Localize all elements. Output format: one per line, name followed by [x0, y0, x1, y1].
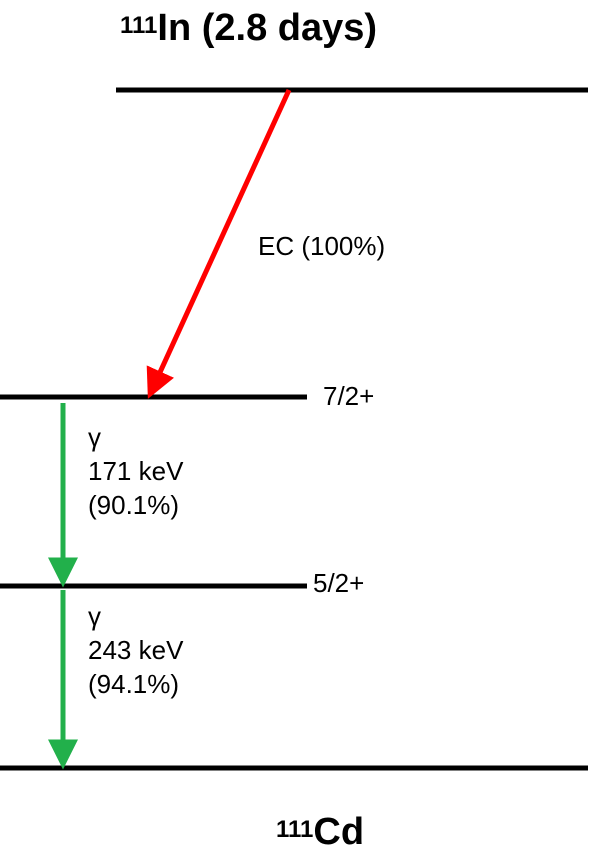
ec-label: EC (100%): [258, 231, 386, 261]
level-spin-7-2: 7/2+: [323, 381, 375, 411]
daughter-symbol: Cd: [313, 811, 365, 853]
ec-decay-arrow: [146, 88, 292, 399]
gamma-label-171: γ 171 keV (90.1%): [88, 420, 183, 522]
gamma-symbol: γ: [88, 601, 101, 631]
parent-symbol: In: [157, 7, 192, 49]
gamma-label-243: γ 243 keV (94.1%): [88, 599, 183, 701]
parent-mass-number: 111: [120, 12, 158, 39]
level-spin-5-2: 5/2+: [313, 568, 365, 598]
gamma-energy: 243 keV: [88, 635, 184, 665]
daughter-nucleus-label: 111Cd: [276, 810, 364, 854]
gamma-intensity: (94.1%): [88, 669, 180, 699]
gamma-symbol: γ: [88, 422, 101, 452]
gamma-intensity: (90.1%): [88, 490, 180, 520]
gamma-energy: 171 keV: [88, 456, 184, 486]
daughter-mass-number: 111: [276, 816, 314, 843]
parent-half-life: (2.8 days): [201, 7, 378, 49]
parent-nucleus-title: 111In (2.8 days): [120, 6, 377, 50]
